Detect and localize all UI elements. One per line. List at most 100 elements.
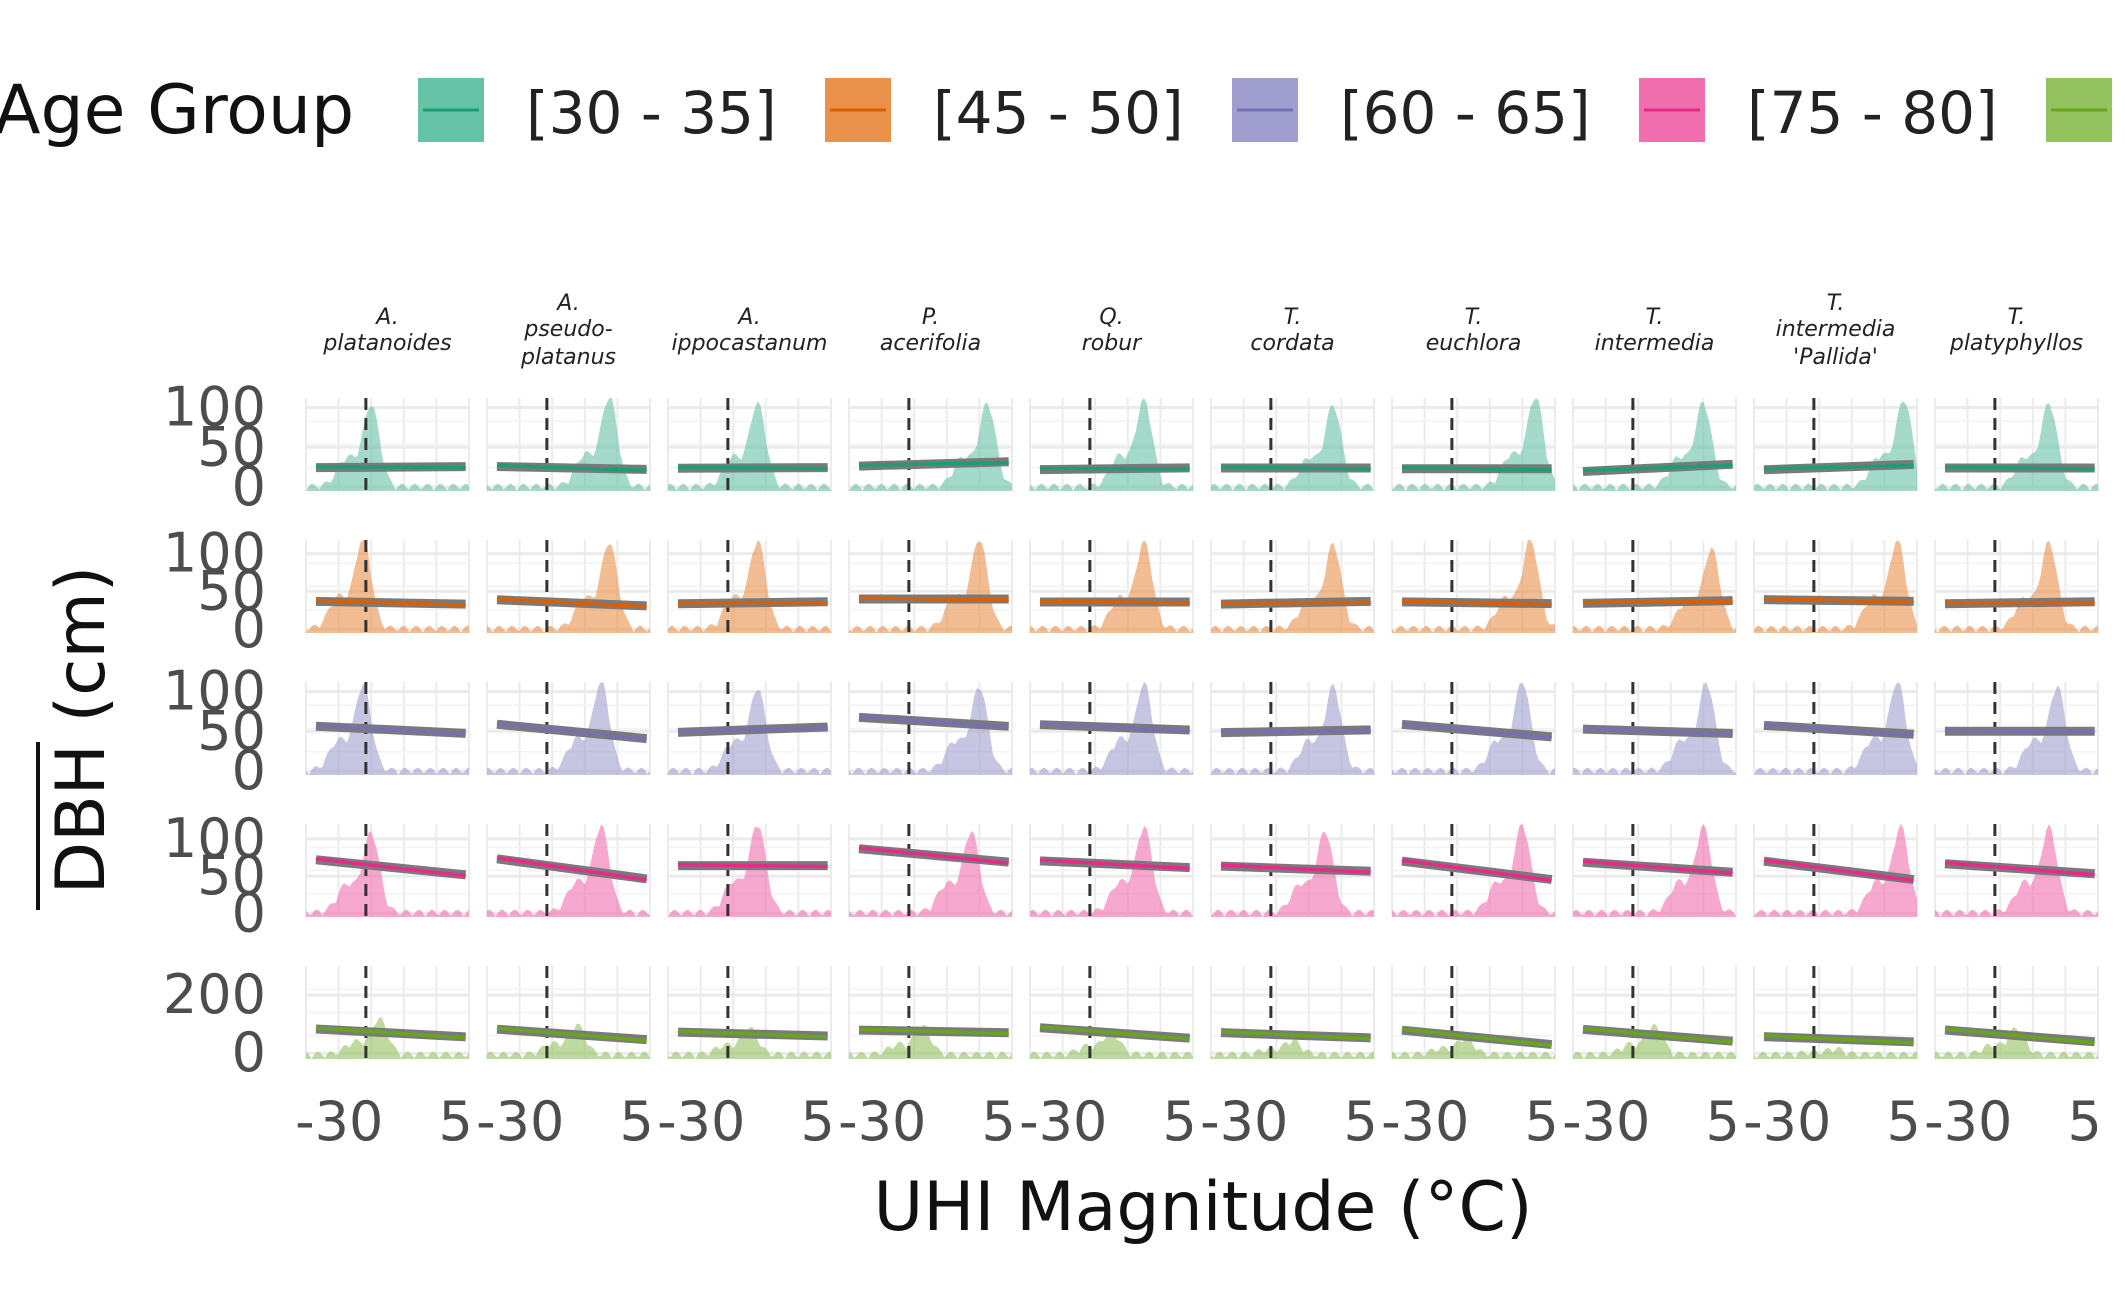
- xtick-label-5-0: -30: [1200, 1090, 1288, 1153]
- panel-4-2: [668, 966, 831, 1059]
- strip-label-1-0: A.: [555, 291, 579, 316]
- panel-1-8: [1754, 540, 1917, 633]
- xtick-label-9-0: -30: [1924, 1090, 2012, 1153]
- strip-label-2-0: A.: [736, 305, 760, 330]
- xtick-label-9-1: 5: [2068, 1090, 2102, 1153]
- xtick-label-7-1: 5: [1706, 1090, 1740, 1153]
- panel-3-3: [849, 824, 1012, 917]
- xtick-label-2-0: -30: [657, 1090, 745, 1153]
- strip-label-8-0: T.: [1827, 291, 1845, 316]
- panel-3-1: [487, 824, 650, 917]
- panel-3-9: [1935, 824, 2098, 917]
- strip-label-0-0: A.: [374, 305, 398, 330]
- panel-3-5: [1211, 824, 1374, 917]
- panel-0-4: [1030, 398, 1193, 491]
- strip-label-2-1: ippocastanum: [672, 331, 828, 356]
- smooth-trend: [316, 467, 466, 468]
- panel-0-0: [306, 398, 469, 491]
- panel-0-5: [1211, 398, 1374, 491]
- xtick-label-4-1: 5: [1163, 1090, 1197, 1153]
- xtick-label-5-1: 5: [1344, 1090, 1378, 1153]
- smooth-trend: [1945, 467, 2095, 469]
- ytick-label-0-2: 0: [232, 455, 266, 518]
- xtick-label-6-1: 5: [1525, 1090, 1559, 1153]
- panel-2-5: [1211, 682, 1374, 775]
- smooth-trend: [678, 865, 828, 867]
- strip-label-8-2: 'Pallida': [1793, 345, 1878, 370]
- xtick-label-6-0: -30: [1381, 1090, 1469, 1153]
- xtick-label-7-0: -30: [1562, 1090, 1650, 1153]
- panel-1-2: [668, 540, 831, 633]
- smooth-trend: [1221, 602, 1371, 603]
- panel-2-6: [1392, 682, 1555, 775]
- panel-2-2: [668, 682, 831, 775]
- smooth-trend: [678, 467, 828, 468]
- legend-label-3: [75 - 80]: [1747, 79, 1998, 147]
- panel-2-9: [1935, 682, 2098, 775]
- y-axis-title: DBH (cm): [42, 566, 121, 894]
- xtick-label-3-1: 5: [982, 1090, 1016, 1153]
- panel-4-5: [1211, 966, 1374, 1059]
- density-area: [487, 544, 650, 633]
- strip-label-9-1: platyphyllos: [1949, 331, 2083, 356]
- panel-2-4: [1030, 682, 1193, 775]
- panel-1-4: [1030, 540, 1193, 633]
- ytick-label-2-2: 0: [232, 739, 266, 802]
- panel-3-4: [1030, 824, 1193, 917]
- panel-0-1: [487, 398, 650, 491]
- x-axis-title: UHI Magnitude (°C): [874, 1168, 1533, 1247]
- smooth-trend: [1402, 468, 1552, 470]
- panel-0-8: [1754, 398, 1917, 491]
- strip-label-3-1: acerifolia: [880, 331, 981, 356]
- smooth-trend: [1583, 602, 1733, 603]
- panel-3-0: [306, 824, 469, 917]
- xtick-label-1-0: -30: [476, 1090, 564, 1153]
- strip-label-9-0: T.: [2008, 305, 2026, 330]
- strip-label-5-1: cordata: [1250, 331, 1334, 356]
- panel-2-7: [1573, 682, 1736, 775]
- panel-1-6: [1392, 540, 1555, 633]
- legend-label-2: [60 - 65]: [1340, 79, 1591, 147]
- panel-4-0: [306, 966, 469, 1059]
- panel-2-3: [849, 682, 1012, 775]
- xtick-label-8-0: -30: [1743, 1090, 1831, 1153]
- smooth-trend: [1040, 601, 1190, 603]
- panel-0-6: [1392, 398, 1555, 491]
- strip-label-6-0: T.: [1465, 305, 1483, 330]
- smooth-trend: [859, 463, 1009, 465]
- density-area: [1211, 1039, 1374, 1059]
- legend-title: Age Group: [0, 71, 354, 150]
- panel-0-3: [849, 398, 1012, 491]
- panel-0-7: [1573, 398, 1736, 491]
- strip-label-1-1: pseudo-: [523, 317, 612, 342]
- xtick-label-8-1: 5: [1887, 1090, 1921, 1153]
- panel-3-2: [668, 824, 831, 917]
- strip-label-7-1: intermedia: [1595, 331, 1715, 356]
- panel-2-0: [306, 682, 469, 775]
- smooth-trend: [1221, 731, 1371, 732]
- panel-0-2: [668, 398, 831, 491]
- panel-4-9: [1935, 966, 2098, 1059]
- strip-label-8-1: intermedia: [1776, 317, 1896, 342]
- legend-label-1: [45 - 50]: [933, 79, 1184, 147]
- panel-1-1: [487, 540, 650, 633]
- ytick-label-3-2: 0: [232, 881, 266, 944]
- strip-label-1-2: platanus: [520, 345, 616, 370]
- panel-4-3: [849, 966, 1012, 1059]
- ytick-label-1-2: 0: [232, 597, 266, 660]
- panel-3-7: [1573, 824, 1736, 917]
- strip-label-4-1: robur: [1082, 331, 1143, 356]
- panel-1-7: [1573, 540, 1736, 633]
- smooth-trend: [1221, 467, 1371, 469]
- panel-1-0: [306, 540, 469, 633]
- density-area: [1211, 543, 1374, 633]
- xtick-label-4-0: -30: [1019, 1090, 1107, 1153]
- xtick-label-3-0: -30: [838, 1090, 926, 1153]
- legend-label-0: [30 - 35]: [526, 79, 777, 147]
- panel-2-8: [1754, 682, 1917, 775]
- xtick-label-2-1: 5: [801, 1090, 835, 1153]
- panel-4-8: [1754, 966, 1917, 1059]
- density-area: [849, 831, 1012, 917]
